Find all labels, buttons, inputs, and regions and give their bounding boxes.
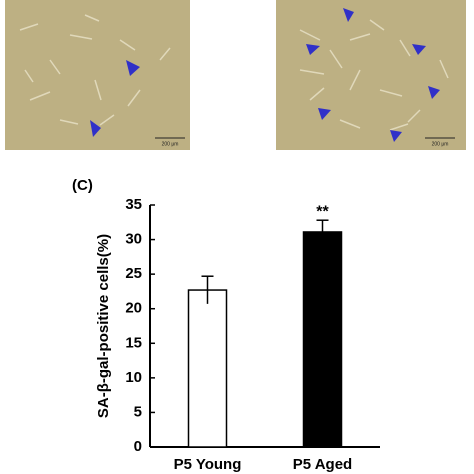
y-tick-label: 0 — [134, 438, 142, 455]
y-tick-label: 20 — [125, 300, 142, 317]
x-tick-label: P5 Young — [174, 456, 242, 473]
micrograph-left: 200 μm — [5, 0, 190, 150]
panel-label: (C) — [72, 177, 93, 194]
significance-label: ** — [316, 203, 329, 220]
x-tick-label: P5 Aged — [293, 456, 352, 473]
y-axis-label: SA-β-gal-positive cells(%) — [95, 234, 112, 418]
cells — [299, 19, 449, 131]
micrograph-right: 200 μm — [276, 0, 466, 150]
y-tick-label: 35 — [125, 196, 142, 213]
arrowheads — [90, 60, 140, 137]
y-tick-label: 30 — [125, 231, 142, 248]
scale-label: 200 μm — [432, 141, 449, 147]
cells — [19, 14, 171, 126]
y-tick-label: 10 — [125, 369, 142, 386]
bar — [302, 231, 343, 448]
photo-background — [276, 0, 466, 150]
y-tick-label: 25 — [125, 265, 142, 282]
y-tick-label: 15 — [125, 334, 142, 351]
scale-label: 200 μm — [162, 141, 179, 147]
y-tick-label: 5 — [134, 403, 142, 420]
arrowheads — [306, 8, 440, 142]
bar — [187, 289, 228, 448]
